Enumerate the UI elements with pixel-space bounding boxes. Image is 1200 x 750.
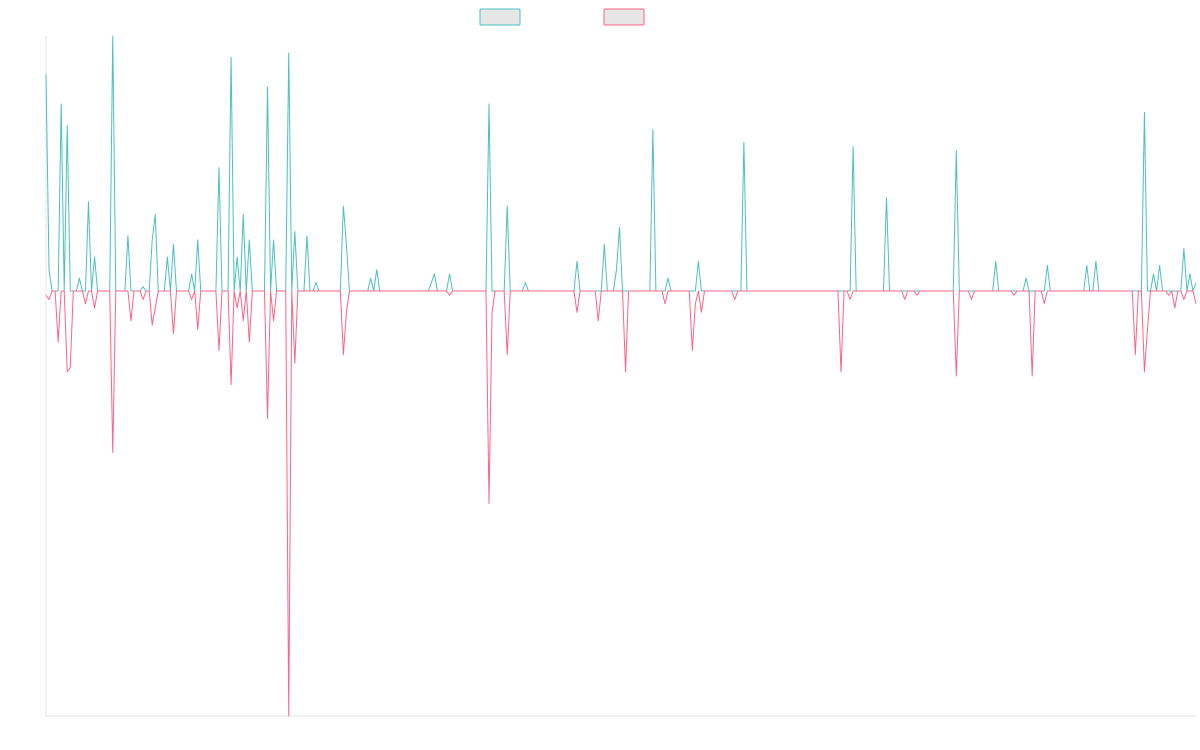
- axes: [45, 36, 1196, 717]
- series-line-2[interactable]: [45, 290, 1197, 717]
- legend-item-series-1[interactable]: [479, 8, 521, 26]
- series-layer: [45, 35, 1197, 717]
- legend: [479, 8, 645, 26]
- legend-swatch-series-1: [479, 8, 521, 26]
- legend-item-series-2[interactable]: [603, 8, 645, 26]
- series-line-1[interactable]: [45, 35, 1197, 292]
- legend-swatch-series-2: [603, 8, 645, 26]
